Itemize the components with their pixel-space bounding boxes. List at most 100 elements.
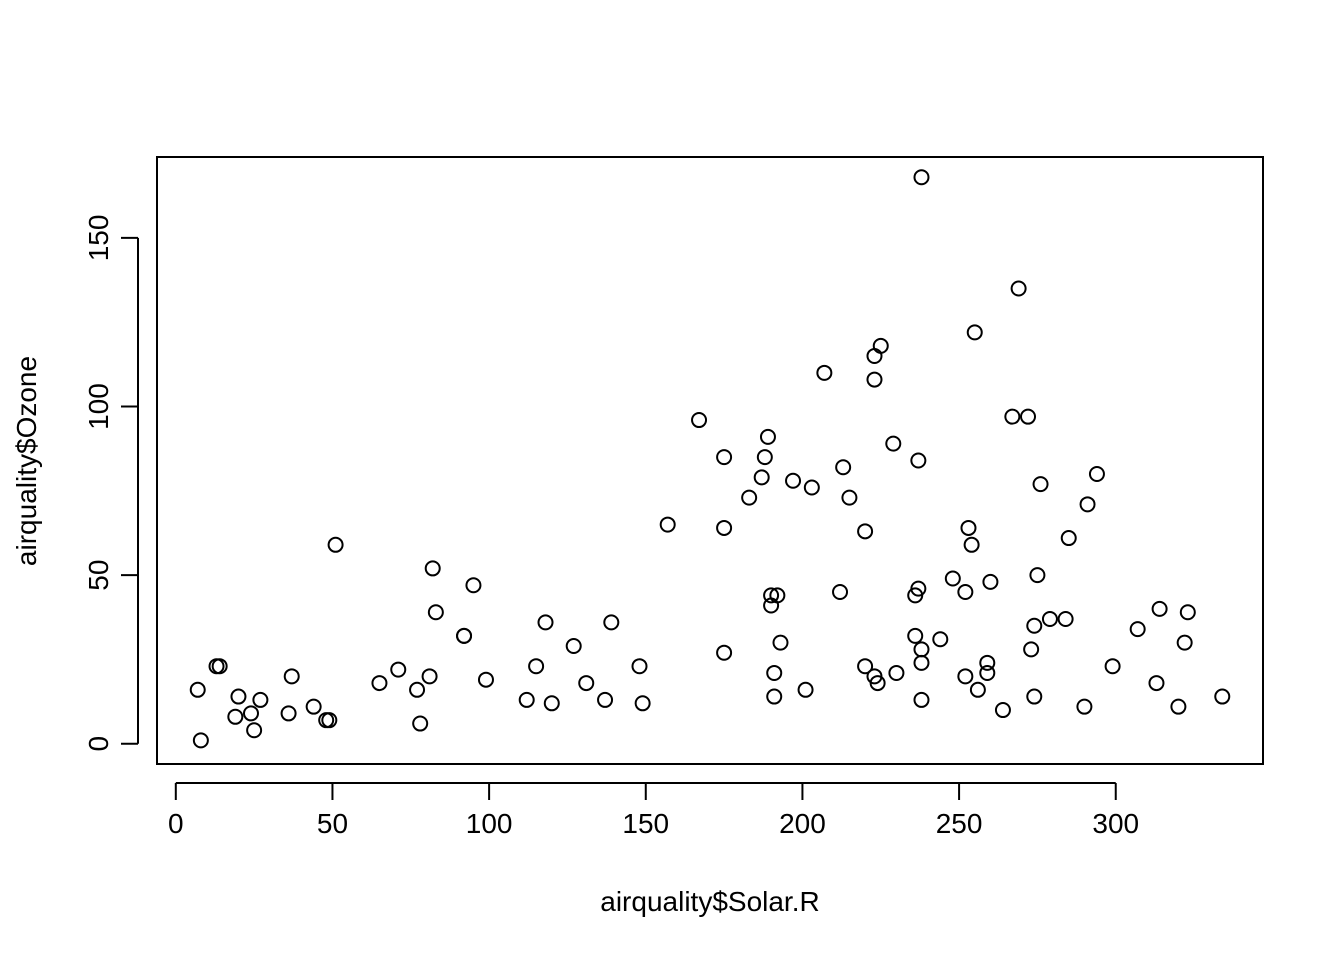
data-point: [866, 371, 883, 388]
data-point: [280, 705, 297, 722]
data-point: [1170, 698, 1187, 715]
data-point: [1032, 476, 1049, 493]
data-point: [763, 597, 780, 614]
data-point: [994, 702, 1011, 719]
data-point: [932, 631, 949, 648]
data-point: [1088, 465, 1105, 482]
data-point: [242, 705, 259, 722]
data-point: [427, 604, 444, 621]
data-point: [424, 560, 441, 577]
data-point: [1026, 688, 1043, 705]
data-point: [211, 658, 228, 675]
data-point: [321, 712, 338, 729]
data-point: [230, 688, 247, 705]
data-point: [957, 584, 974, 601]
data-point: [597, 691, 614, 708]
x-tick-label: 50: [317, 808, 348, 839]
data-point: [766, 688, 783, 705]
data-point: [1060, 530, 1077, 547]
data-point: [465, 577, 482, 594]
data-point: [1151, 600, 1168, 617]
data-point: [960, 519, 977, 536]
data-point: [603, 614, 620, 631]
data-point: [759, 428, 776, 445]
data-point: [189, 681, 206, 698]
data-point: [421, 668, 438, 685]
data-point: [1076, 698, 1093, 715]
data-point: [797, 681, 814, 698]
data-point: [803, 479, 820, 496]
y-tick-label: 0: [83, 736, 114, 752]
data-point: [1057, 610, 1074, 627]
data-point: [957, 668, 974, 685]
data-point: [528, 658, 545, 675]
data-point: [390, 661, 407, 678]
data-point: [1079, 496, 1096, 513]
data-point: [741, 489, 758, 506]
data-point: [1004, 408, 1021, 425]
data-point: [772, 634, 789, 651]
x-tick-label: 150: [622, 808, 669, 839]
data-point: [537, 614, 554, 631]
data-point: [634, 695, 651, 712]
data-point: [816, 364, 833, 381]
data-point: [1029, 567, 1046, 584]
data-point: [913, 641, 930, 658]
data-point: [208, 658, 225, 675]
x-tick-label: 250: [936, 808, 983, 839]
y-tick-label: 50: [83, 560, 114, 591]
data-point: [982, 573, 999, 590]
data-point: [753, 469, 770, 486]
x-tick-label: 300: [1092, 808, 1139, 839]
data-point: [785, 472, 802, 489]
data-point: [412, 715, 429, 732]
y-tick-label: 100: [83, 383, 114, 430]
data-point: [857, 523, 874, 540]
data-point: [565, 637, 582, 654]
y-axis-label: airquality$Ozone: [11, 356, 42, 566]
data-point: [716, 644, 733, 661]
x-tick-label: 0: [168, 808, 184, 839]
y-tick-label: 150: [83, 215, 114, 262]
data-point: [716, 519, 733, 536]
x-tick-label: 200: [779, 808, 826, 839]
data-point: [969, 681, 986, 698]
data-point: [192, 732, 209, 749]
data-point: [283, 668, 300, 685]
data-point: [766, 664, 783, 681]
data-point: [1023, 641, 1040, 658]
data-point: [1214, 688, 1231, 705]
data-point: [318, 712, 335, 729]
data-point: [872, 337, 889, 354]
data-point: [756, 449, 773, 466]
data-point: [907, 627, 924, 644]
data-point: [913, 691, 930, 708]
data-point: [966, 324, 983, 341]
data-point: [832, 584, 849, 601]
data-point: [691, 412, 708, 429]
y-axis: 0 50 100 150: [83, 215, 139, 752]
data-point: [979, 654, 996, 671]
data-point: [1026, 617, 1043, 634]
data-point: [631, 658, 648, 675]
data-point: [857, 658, 874, 675]
data-point: [869, 675, 886, 692]
data-point: [1020, 408, 1037, 425]
data-point: [979, 664, 996, 681]
data-point: [1010, 280, 1027, 297]
data-point: [763, 587, 780, 604]
data-point: [659, 516, 676, 533]
data-point: [543, 695, 560, 712]
data-point: [716, 449, 733, 466]
data-point: [866, 347, 883, 364]
data-point: [409, 681, 426, 698]
data-point: [769, 587, 786, 604]
data-point: [963, 536, 980, 553]
data-point: [1129, 621, 1146, 638]
data-point: [885, 435, 902, 452]
data-point: [835, 459, 852, 476]
data-point: [1176, 634, 1193, 651]
data-point: [1041, 610, 1058, 627]
data-point: [252, 691, 269, 708]
